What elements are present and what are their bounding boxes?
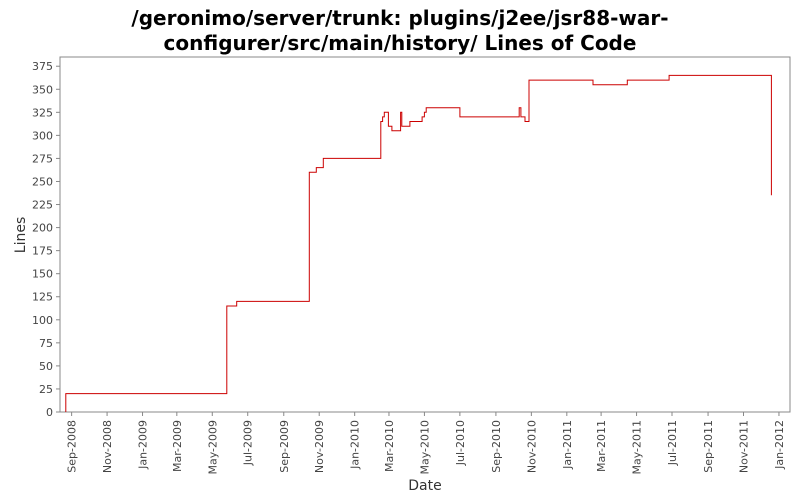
x-tick-label: Jul-2010 <box>454 420 467 466</box>
x-tick-label: Sep-2009 <box>278 420 291 473</box>
series-layer <box>65 74 772 412</box>
y-tick-label: 175 <box>32 245 53 258</box>
x-tick-label: Nov-2009 <box>313 420 326 473</box>
x-tick-label: Sep-2008 <box>66 420 79 473</box>
y-tick-label: 275 <box>32 152 53 165</box>
x-tick-label: Sep-2010 <box>490 420 503 473</box>
y-tick-label: 200 <box>32 222 53 235</box>
y-tick-label: 375 <box>32 60 53 73</box>
x-tick-label: Nov-2011 <box>738 420 751 473</box>
x-tick-label: Jan-2012 <box>773 420 786 470</box>
x-tick-label: Nov-2008 <box>101 420 114 473</box>
x-tick-label: Jul-2011 <box>666 420 679 466</box>
y-tick-label: 75 <box>39 337 53 350</box>
loc-series-line <box>65 74 772 412</box>
x-tick-label: Jan-2011 <box>561 420 574 470</box>
x-tick-label: Mar-2009 <box>171 420 184 472</box>
y-tick-label: 50 <box>39 360 53 373</box>
x-tick-label: Jan-2010 <box>349 420 362 470</box>
x-tick-label: Jul-2009 <box>242 420 255 466</box>
plot-area <box>59 56 791 413</box>
x-tick-label: Nov-2010 <box>525 420 538 473</box>
x-tick-label: May-2009 <box>206 420 219 475</box>
y-tick-label: 125 <box>32 291 53 304</box>
y-tick-label: 350 <box>32 83 53 96</box>
y-tick-label: 25 <box>39 383 53 396</box>
y-tick-label: 150 <box>32 268 53 281</box>
x-tick-label: Mar-2011 <box>595 420 608 472</box>
chart-title-line-1: /geronimo/server/trunk: plugins/j2ee/jsr… <box>131 6 668 30</box>
y-axis-title: Lines <box>13 217 29 253</box>
y-tick-label: 100 <box>32 314 53 327</box>
y-tick-label: 0 <box>46 406 53 419</box>
chart-title-line-2: configurer/src/main/history/ Lines of Co… <box>164 31 637 55</box>
y-tick-label: 250 <box>32 175 53 188</box>
x-tick-label: Sep-2011 <box>702 420 715 473</box>
x-tick-label: May-2010 <box>418 420 431 475</box>
x-axis: Sep-2008 Nov-2008 Jan-2009 Mar-2009 May-2009… <box>66 412 786 475</box>
y-axis: 0 25 50 75 100 125 150 175 200 225 250 275 300 325 350… <box>32 60 60 419</box>
y-tick-label: 325 <box>32 106 53 119</box>
y-tick-label: 300 <box>32 129 53 142</box>
x-axis-title: Date <box>408 478 441 494</box>
x-tick-label: Mar-2010 <box>383 420 396 472</box>
y-tick-label: 225 <box>32 199 53 212</box>
x-tick-label: May-2011 <box>631 420 644 475</box>
x-tick-label: Jan-2009 <box>137 420 150 470</box>
